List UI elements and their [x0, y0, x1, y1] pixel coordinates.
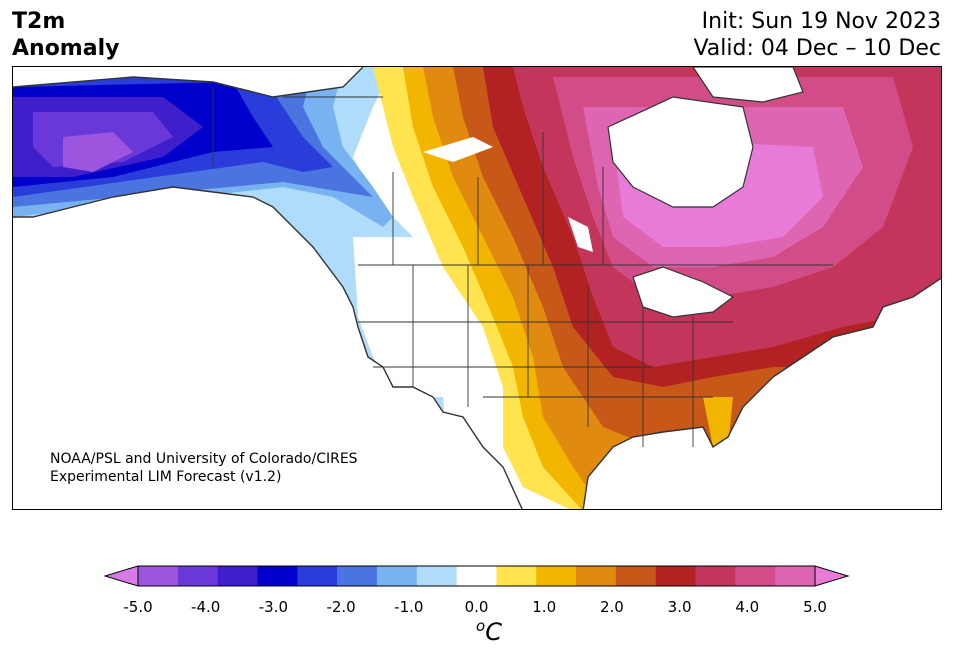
- credit-text: NOAA/PSL and University of Colorado/CIRE…: [50, 450, 358, 486]
- colorbar-segment: [576, 566, 617, 586]
- colorbar-segment: [655, 566, 697, 586]
- unit-celsius: C: [485, 618, 502, 646]
- colorbar-segment: [376, 566, 418, 586]
- colorbar-tick-label: -5.0: [123, 598, 153, 616]
- colorbar-segment: [337, 566, 378, 586]
- colorbar-segment: [735, 566, 776, 586]
- colorbar-tick-label: 4.0: [735, 598, 760, 616]
- credit-line1: NOAA/PSL and University of Colorado/CIRE…: [50, 451, 358, 467]
- coastline: [13, 67, 941, 509]
- colorbar-segment: [456, 566, 497, 586]
- colorbar-tick-label: 3.0: [667, 598, 692, 616]
- colorbar-tick-label: 5.0: [803, 598, 827, 616]
- colorbar-min-arrow: [103, 565, 139, 587]
- colorbar-tick-label: -1.0: [394, 598, 424, 616]
- variable-title: T2m Anomaly: [12, 8, 119, 62]
- variable-title-line2: Anomaly: [12, 36, 120, 61]
- boundaries: [212, 87, 833, 447]
- colorbar-max-arrow: [814, 565, 850, 587]
- colorbar-segment: [177, 566, 219, 586]
- colorbar-outline: [137, 565, 816, 587]
- colorbar-segment: [416, 566, 458, 586]
- colorbar-segment: [695, 566, 736, 586]
- colorbar-tick-label: -3.0: [258, 598, 289, 616]
- colorbar-segment: [257, 566, 298, 586]
- colorbar-segment: [217, 566, 258, 586]
- anomaly-fill: [13, 67, 941, 509]
- variable-title-line1: T2m: [12, 9, 66, 34]
- colorbar-segments: [138, 566, 816, 586]
- colorbar-segment: [536, 566, 577, 586]
- anomaly-map: NOAA/PSL and University of Colorado/CIRE…: [12, 66, 942, 510]
- colorbar-tick-label: 1.0: [532, 598, 557, 616]
- colorbar-segment: [297, 566, 338, 586]
- colorbar-segment: [615, 566, 657, 586]
- colorbar-segment: [775, 566, 816, 586]
- unit-degree: o: [476, 617, 486, 635]
- colorbar-tick-label: -4.0: [191, 598, 221, 616]
- colorbar-tick-label: 0.0: [464, 598, 489, 616]
- colorbar-tick-label: 2.0: [599, 598, 624, 616]
- colorbar-unit: oC: [476, 617, 502, 646]
- colorbar-tick-label: -2.0: [326, 598, 356, 616]
- colorbar-segment: [138, 566, 179, 586]
- date-title: Init: Sun 19 Nov 2023 Valid: 04 Dec – 10…: [693, 8, 941, 62]
- init-date: Init: Sun 19 Nov 2023: [701, 9, 941, 34]
- credit-line2: Experimental LIM Forecast (v1.2): [50, 469, 282, 485]
- colorbar-segment: [496, 566, 537, 586]
- valid-date: Valid: 04 Dec – 10 Dec: [693, 36, 941, 61]
- map-canvas: [13, 67, 941, 509]
